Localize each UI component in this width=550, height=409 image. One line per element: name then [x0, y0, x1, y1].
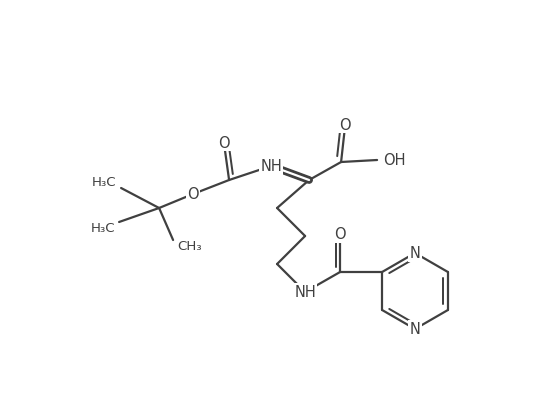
Text: H₃C: H₃C — [90, 222, 115, 235]
Text: O: O — [218, 135, 230, 150]
Text: NH: NH — [260, 159, 282, 174]
Text: O: O — [334, 227, 346, 242]
Text: CH₃: CH₃ — [177, 240, 202, 253]
Text: NH: NH — [294, 285, 316, 300]
Text: N: N — [410, 322, 420, 337]
Text: O: O — [188, 187, 199, 202]
Text: OH: OH — [383, 153, 405, 168]
Text: N: N — [410, 246, 420, 261]
Text: H₃C: H₃C — [91, 176, 116, 189]
Text: O: O — [339, 117, 351, 132]
